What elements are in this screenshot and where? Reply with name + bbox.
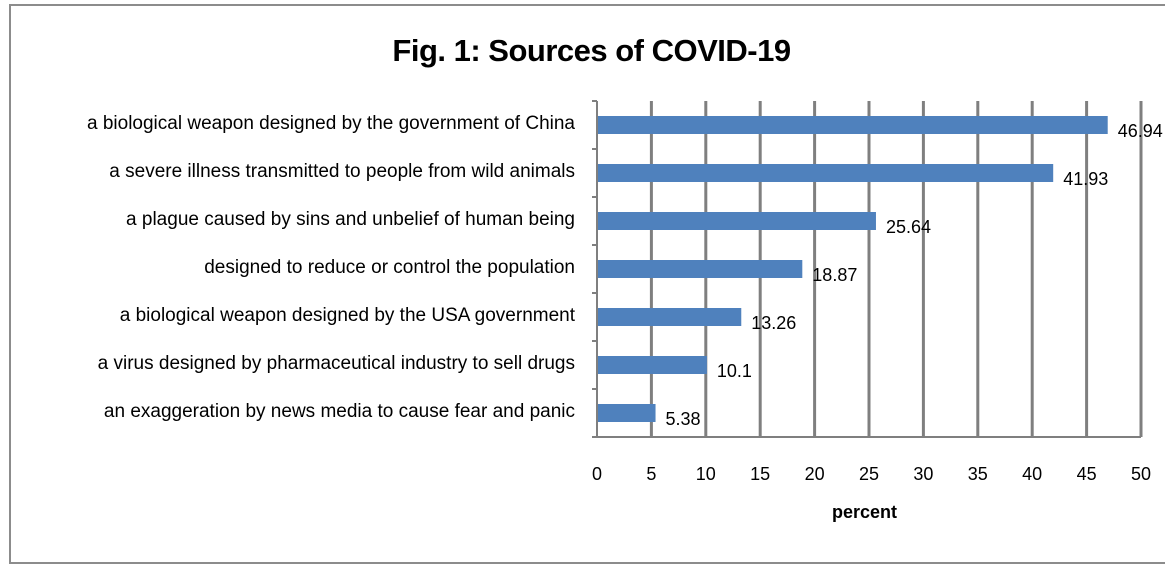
bar — [598, 356, 707, 374]
data-label: 25.64 — [886, 217, 931, 237]
x-tick-label: 5 — [646, 464, 656, 484]
x-axis-label: percent — [832, 502, 898, 522]
category-label: a virus designed by pharmaceutical indus… — [97, 353, 575, 374]
chart-frame — [9, 4, 1165, 564]
bar-chart: 0 5 10 15 20 25 30 35 40 45 50 46.94 41.93 25.64 18.87… — [592, 100, 1163, 484]
category-label: designed to reduce or control the popula… — [204, 257, 575, 278]
x-tick-label: 40 — [1022, 464, 1042, 484]
data-label: 5.38 — [666, 409, 701, 429]
x-tick-label: 10 — [696, 464, 716, 484]
data-label: 13.26 — [751, 313, 796, 333]
category-label: a severe illness transmitted to people f… — [109, 161, 575, 182]
x-tick-label: 20 — [805, 464, 825, 484]
x-tick-label: 30 — [913, 464, 933, 484]
category-label: a biological weapon designed by the USA … — [119, 305, 575, 326]
x-tick-label: 25 — [859, 464, 879, 484]
data-label: 41.93 — [1063, 169, 1108, 189]
x-tick-label: 45 — [1077, 464, 1097, 484]
data-label: 18.87 — [812, 265, 857, 285]
bar — [598, 164, 1054, 182]
data-label: 10.1 — [717, 361, 752, 381]
bar — [598, 308, 742, 326]
category-label: a plague caused by sins and unbelief of … — [126, 209, 575, 230]
x-tick-label: 15 — [750, 464, 770, 484]
x-tick-label: 35 — [968, 464, 988, 484]
category-label: a biological weapon designed by the gove… — [87, 113, 575, 134]
data-label: 46.94 — [1118, 121, 1163, 141]
x-tick-label: 50 — [1131, 464, 1151, 484]
x-tick-label: 0 — [592, 464, 602, 484]
category-label: an exaggeration by news media to cause f… — [103, 401, 575, 422]
bar — [598, 404, 656, 422]
bar — [598, 212, 876, 230]
chart-title: Fig. 1: Sources of COVID-19 — [392, 33, 791, 68]
bar — [598, 116, 1108, 134]
bar — [598, 260, 803, 278]
